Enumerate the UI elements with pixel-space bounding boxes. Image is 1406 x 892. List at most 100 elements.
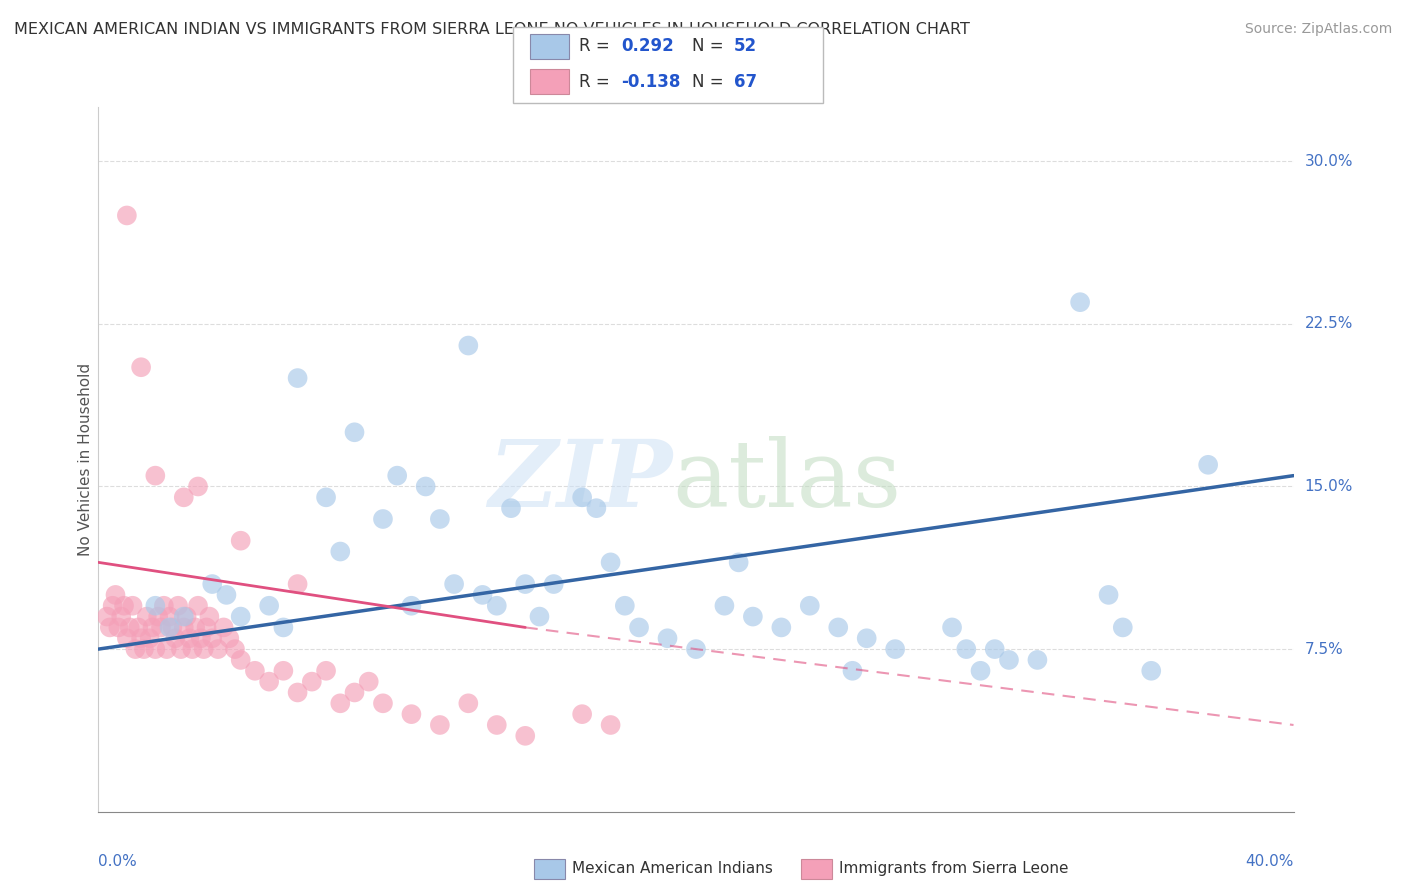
Point — [884, 642, 907, 657]
Point — [713, 599, 735, 613]
Point — [515, 729, 537, 743]
Point — [287, 685, 309, 699]
Point — [827, 620, 849, 634]
Point — [167, 599, 190, 613]
Point — [727, 555, 749, 569]
Point — [585, 501, 607, 516]
Point — [287, 371, 309, 385]
Text: N =: N = — [692, 37, 728, 55]
Point — [150, 620, 173, 634]
Point — [124, 642, 146, 657]
Point — [401, 599, 423, 613]
Point — [107, 620, 129, 634]
Point — [1197, 458, 1219, 472]
Text: 0.292: 0.292 — [621, 37, 675, 55]
Point — [287, 577, 309, 591]
Point — [628, 620, 651, 634]
Point — [273, 664, 295, 678]
Point — [162, 620, 184, 634]
Point — [170, 642, 193, 657]
Text: Mexican American Indians: Mexican American Indians — [572, 862, 773, 876]
Point — [257, 599, 280, 613]
Point — [543, 577, 565, 591]
Text: atlas: atlas — [672, 435, 901, 525]
Point — [571, 491, 593, 505]
Point — [799, 599, 821, 613]
Point — [371, 512, 394, 526]
Text: R =: R = — [579, 37, 616, 55]
Point — [159, 620, 181, 634]
Point — [187, 599, 209, 613]
Point — [141, 620, 163, 634]
Point — [198, 609, 221, 624]
Point — [101, 599, 124, 613]
Point — [173, 491, 195, 505]
Point — [143, 468, 166, 483]
Point — [955, 642, 977, 657]
Point — [599, 718, 621, 732]
Point — [176, 609, 198, 624]
Text: R =: R = — [579, 73, 616, 91]
Point — [96, 609, 118, 624]
Point — [371, 696, 394, 710]
Point — [143, 599, 166, 613]
Point — [741, 609, 763, 624]
Point — [998, 653, 1021, 667]
Point — [499, 501, 522, 516]
Point — [529, 609, 551, 624]
Point — [132, 642, 155, 657]
Point — [385, 468, 409, 483]
Point — [118, 620, 141, 634]
Text: 15.0%: 15.0% — [1305, 479, 1353, 494]
Point — [429, 718, 451, 732]
Point — [112, 599, 135, 613]
Point — [138, 632, 160, 646]
Point — [207, 642, 229, 657]
Point — [201, 577, 224, 591]
Point — [215, 588, 238, 602]
Y-axis label: No Vehicles in Household: No Vehicles in Household — [77, 363, 93, 556]
Point — [127, 620, 149, 634]
Point — [121, 599, 143, 613]
Text: 52: 52 — [734, 37, 756, 55]
Point — [485, 599, 508, 613]
Point — [224, 642, 246, 657]
Point — [115, 632, 138, 646]
Point — [471, 588, 494, 602]
Point — [110, 609, 132, 624]
Point — [571, 707, 593, 722]
Text: Immigrants from Sierra Leone: Immigrants from Sierra Leone — [839, 862, 1069, 876]
Point — [218, 632, 240, 646]
Point — [429, 512, 451, 526]
Point — [457, 338, 479, 352]
Point — [1112, 620, 1135, 634]
Point — [129, 360, 152, 375]
Point — [148, 609, 170, 624]
Point — [657, 632, 679, 646]
Point — [485, 718, 508, 732]
Point — [443, 577, 465, 591]
Point — [315, 664, 337, 678]
Point — [1097, 588, 1119, 602]
Point — [184, 620, 207, 634]
Point — [613, 599, 636, 613]
Point — [165, 632, 187, 646]
Text: Source: ZipAtlas.com: Source: ZipAtlas.com — [1244, 22, 1392, 37]
Point — [173, 609, 195, 624]
Point — [190, 632, 212, 646]
Point — [457, 696, 479, 710]
Point — [156, 642, 179, 657]
Point — [969, 664, 991, 678]
Point — [135, 609, 157, 624]
Point — [343, 685, 366, 699]
Point — [115, 209, 138, 223]
Point — [599, 555, 621, 569]
Point — [179, 632, 201, 646]
Text: 0.0%: 0.0% — [98, 854, 138, 869]
Text: -0.138: -0.138 — [621, 73, 681, 91]
Point — [229, 609, 252, 624]
Point — [343, 425, 366, 440]
Point — [229, 533, 252, 548]
Text: ZIP: ZIP — [488, 435, 672, 525]
Point — [357, 674, 380, 689]
